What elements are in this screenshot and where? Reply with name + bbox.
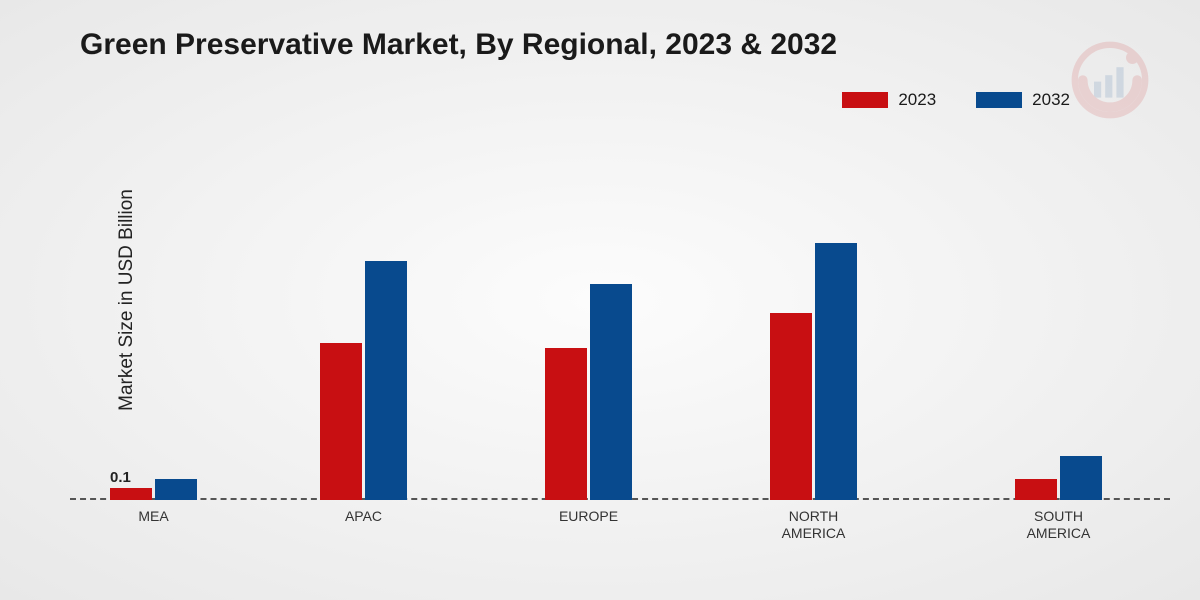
bar bbox=[1015, 479, 1057, 500]
bar bbox=[1060, 456, 1102, 500]
watermark-icon bbox=[1070, 40, 1150, 120]
bar bbox=[590, 284, 632, 500]
bar-group: 0.1MEA bbox=[110, 479, 197, 500]
category-label: NORTHAMERICA bbox=[754, 508, 874, 542]
category-label: MEA bbox=[94, 508, 214, 525]
bar: 0.1 bbox=[110, 488, 152, 500]
legend-item-2023: 2023 bbox=[842, 90, 936, 110]
bar-group: APAC bbox=[320, 261, 407, 500]
category-label: EUROPE bbox=[529, 508, 649, 525]
category-label: APAC bbox=[304, 508, 424, 525]
plot-area: 0.1MEA APAC EUROPE NORTHAMERICA SOUTHAMERICA bbox=[70, 150, 1170, 500]
legend-label-2023: 2023 bbox=[898, 90, 936, 110]
legend-item-2032: 2032 bbox=[976, 90, 1070, 110]
bar-group: NORTHAMERICA bbox=[770, 243, 857, 500]
category-label: SOUTHAMERICA bbox=[999, 508, 1119, 542]
bar bbox=[365, 261, 407, 500]
bar bbox=[545, 348, 587, 500]
bar-group: SOUTHAMERICA bbox=[1015, 456, 1102, 500]
value-label: 0.1 bbox=[110, 469, 131, 486]
bar-group: EUROPE bbox=[545, 284, 632, 500]
bar bbox=[815, 243, 857, 500]
legend-label-2032: 2032 bbox=[1032, 90, 1070, 110]
bar bbox=[320, 343, 362, 501]
legend-swatch-2023 bbox=[842, 92, 888, 108]
chart-container: Green Preservative Market, By Regional, … bbox=[0, 0, 1200, 600]
legend: 2023 2032 bbox=[842, 90, 1070, 110]
bar bbox=[155, 479, 197, 500]
bar bbox=[770, 313, 812, 500]
legend-swatch-2032 bbox=[976, 92, 1022, 108]
chart-title: Green Preservative Market, By Regional, … bbox=[80, 28, 837, 62]
